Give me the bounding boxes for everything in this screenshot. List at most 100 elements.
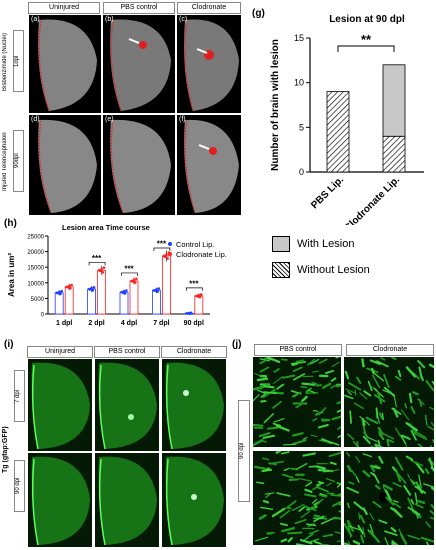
chart-h-xtick-label: 1 dpl [56, 320, 72, 327]
gfp-fiber [405, 366, 417, 378]
gfp-fiber [414, 492, 418, 506]
gfp-fiber [301, 382, 316, 386]
gfp-fiber [384, 537, 389, 545]
chart-h-ytick-label: 20000 [27, 250, 44, 256]
legend-without-lesion: Without Lesion [272, 262, 370, 278]
gfp-fiber [420, 374, 424, 382]
gfp-fiber [256, 377, 269, 382]
gfp-fiber [360, 534, 365, 544]
gfp-fiber [290, 361, 307, 365]
chart-h-title: Lesion area Time course [62, 223, 150, 232]
gfp-fiber [370, 471, 377, 478]
gfp-fiber [391, 542, 395, 545]
col-label-uninjured: Uninjured [28, 2, 100, 14]
chart-h-point [91, 289, 95, 292]
gfp-fiber [353, 501, 364, 510]
gfp-fiber [429, 510, 434, 516]
chart-h-ytick-label: 25000 [27, 235, 44, 241]
gfp-fiber [358, 512, 361, 520]
gfp-fiber [332, 516, 341, 520]
chart-h-sig-label: *** [157, 239, 167, 248]
gfp-fiber [310, 434, 318, 438]
gfp-fiber [321, 382, 332, 389]
chart-g-sig-bracket [337, 45, 395, 52]
gfp-fiber [412, 391, 419, 396]
image-panel-d: (d) [28, 114, 102, 216]
gfp-fiber [312, 417, 318, 422]
chart-h-point [123, 292, 127, 295]
gfp-fiber [311, 381, 319, 386]
chart-h-ytick-label: 5000 [31, 297, 45, 303]
gfp-fiber [361, 417, 366, 427]
gfp-fiber [280, 451, 290, 455]
gfp-fiber [282, 374, 296, 379]
gfp-fiber [410, 406, 416, 415]
gfp-fiber [365, 416, 379, 425]
chart-h-point [101, 271, 105, 274]
gfp-fiber [344, 542, 352, 545]
legend-g: With Lesion Without Lesion [272, 232, 432, 292]
gfp-fiber [271, 507, 286, 518]
gfp-fiber [273, 418, 285, 423]
gfp-fiber [266, 426, 279, 430]
chart-h-legend-label: Control Lip. [176, 240, 214, 249]
gfp-fiber [359, 415, 371, 426]
chart-h: Lesion area Time course Area in um² 0 5000 1… [7, 223, 227, 327]
gfp-fiber [287, 531, 303, 535]
gfp-fiber [266, 357, 281, 364]
chart-h-bar [119, 291, 129, 315]
gfp-fiber [253, 385, 265, 391]
gfp-fiber [281, 526, 296, 533]
gfp-fiber [344, 370, 350, 380]
gfp-fiber [260, 399, 267, 403]
gfp-fiber [394, 375, 402, 381]
sublabel-d: (d) [31, 116, 40, 123]
gfp-fiber [407, 473, 411, 479]
gfp-fiber [312, 370, 320, 373]
gfp-fiber [279, 509, 291, 519]
gfp-fiber [355, 476, 360, 483]
gfp-fiber [325, 369, 335, 374]
chart-h-xtick-label: 2 dpl [88, 320, 104, 327]
gfp-fiber [312, 409, 319, 412]
gfp-fiber [318, 494, 327, 498]
panel-label-i: (i) [4, 339, 14, 350]
gfp-fiber [318, 358, 328, 364]
gfp-fiber [336, 540, 341, 543]
gfp-fiber [313, 540, 322, 545]
gfp-fiber [346, 486, 360, 494]
chart-h-point [156, 290, 159, 293]
gfp-fiber [430, 445, 432, 447]
gfp-fiber [392, 500, 399, 503]
chart-h-point [199, 293, 203, 296]
gfp-fiber [254, 372, 262, 377]
chart-h-point [122, 290, 126, 293]
sublabel-a: (a) [31, 16, 40, 23]
gfp-fiber [323, 470, 331, 473]
image-panel-a: (a) [28, 14, 102, 114]
gfp-fiber [369, 359, 381, 366]
gfp-fiber [255, 536, 269, 542]
chart-g-bar [326, 91, 350, 173]
gfp-fiber [292, 439, 307, 446]
chart-h-point [198, 295, 202, 299]
gfp-fiber [261, 468, 273, 473]
chart-g-xtick-label: PBS Lip. [309, 174, 346, 211]
gfp-fiber [331, 415, 341, 421]
gfp-fiber [326, 482, 332, 487]
gfp-fiber [377, 392, 383, 405]
gfp-fiber [417, 398, 425, 406]
gfp-fiber [315, 465, 326, 470]
gfp-fiber [362, 435, 371, 444]
gfp-fiber [393, 395, 397, 408]
i-side-label: Tg (gfap:GFP) [2, 426, 9, 474]
chart-g-bar [382, 135, 406, 173]
gfp-zoom-clodronate-top [343, 356, 435, 448]
gfp-fiber [268, 462, 277, 466]
image-panel-f: (f) [176, 114, 242, 216]
figure-top-panels: Uninjured PBS control Clodronate Bisbenz… [0, 0, 242, 220]
chart-h-bar [151, 289, 161, 315]
gfp-fiber [429, 406, 434, 411]
chart-h-ylabel: Area in um² [7, 253, 16, 297]
gfp-fiber [363, 431, 368, 437]
